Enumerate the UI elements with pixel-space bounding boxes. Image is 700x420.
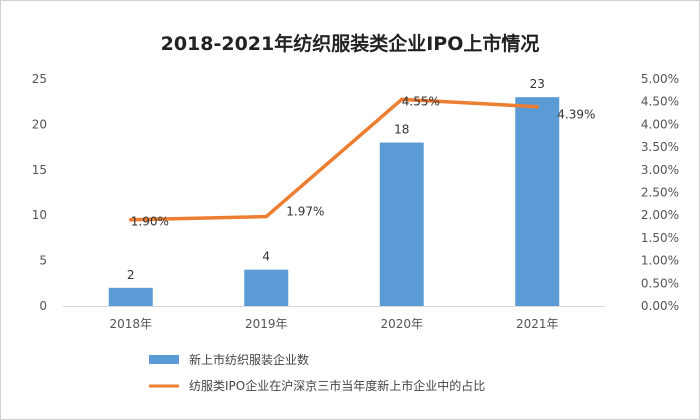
right-tick-label: 2.00% bbox=[641, 208, 679, 222]
bar bbox=[108, 287, 153, 306]
left-tick-label: 10 bbox=[32, 208, 47, 222]
legend-bar-swatch bbox=[149, 355, 179, 364]
right-tick-label: 5.00% bbox=[641, 72, 679, 86]
right-tick-label: 2.50% bbox=[641, 186, 679, 200]
line-data-label: 4.39% bbox=[557, 108, 595, 122]
right-tick-label: 1.00% bbox=[641, 254, 679, 268]
bar bbox=[244, 269, 289, 306]
bar-data-label: 23 bbox=[530, 77, 545, 91]
bar-data-label: 18 bbox=[394, 123, 409, 137]
line-data-label: 1.90% bbox=[131, 215, 169, 229]
category-label: 2018年 bbox=[109, 317, 152, 331]
legend-bar-label: 新上市纺织服装企业数 bbox=[189, 352, 309, 367]
right-tick-label: 1.50% bbox=[641, 231, 679, 245]
right-tick-label: 4.00% bbox=[641, 117, 679, 131]
line-point bbox=[128, 217, 133, 222]
line-point bbox=[535, 104, 540, 109]
line-series: 1.90% 1.97% 4.55% 4.39% bbox=[128, 94, 595, 229]
line-data-label: 4.55% bbox=[402, 94, 440, 108]
line-data-label: 1.97% bbox=[286, 205, 324, 219]
left-tick-label: 0 bbox=[39, 299, 47, 313]
line-point bbox=[264, 214, 269, 219]
category-label: 2019年 bbox=[245, 317, 288, 331]
category-labels: 2018年 2019年 2020年 2021年 bbox=[109, 317, 558, 331]
right-tick-label: 0.50% bbox=[641, 276, 679, 290]
line-path bbox=[129, 97, 539, 222]
legend-line-label: 纺服类IPO企业在沪深京三市当年度新上市企业中的占比 bbox=[189, 378, 485, 393]
line-point bbox=[399, 97, 404, 102]
right-tick-label: 3.50% bbox=[641, 140, 679, 154]
right-axis-ticks: 0.00% 0.50% 1.00% 1.50% 2.00% 2.50% 3.00% 3.50%… bbox=[641, 72, 679, 313]
legend: 新上市纺织服装企业数 纺服类IPO企业在沪深京三市当年度新上市企业中的占比 bbox=[149, 352, 485, 393]
bar bbox=[515, 97, 560, 306]
chart-title: 2018-2021年纺织服装类企业IPO上市情况 bbox=[161, 32, 540, 55]
left-tick-label: 15 bbox=[32, 163, 47, 177]
bar-series: 2 4 18 23 bbox=[108, 77, 560, 306]
bar-data-label: 2 bbox=[127, 268, 135, 282]
left-axis-ticks: 0 5 10 15 20 25 bbox=[32, 72, 47, 313]
right-tick-label: 3.00% bbox=[641, 163, 679, 177]
right-tick-label: 0.00% bbox=[641, 299, 679, 313]
bar bbox=[379, 142, 424, 306]
category-label: 2021年 bbox=[516, 317, 559, 331]
category-label: 2020年 bbox=[380, 317, 423, 331]
left-tick-label: 20 bbox=[32, 117, 47, 131]
left-tick-label: 25 bbox=[32, 72, 47, 86]
bar-data-label: 4 bbox=[262, 250, 270, 264]
right-tick-label: 4.50% bbox=[641, 95, 679, 109]
left-tick-label: 5 bbox=[39, 254, 47, 268]
